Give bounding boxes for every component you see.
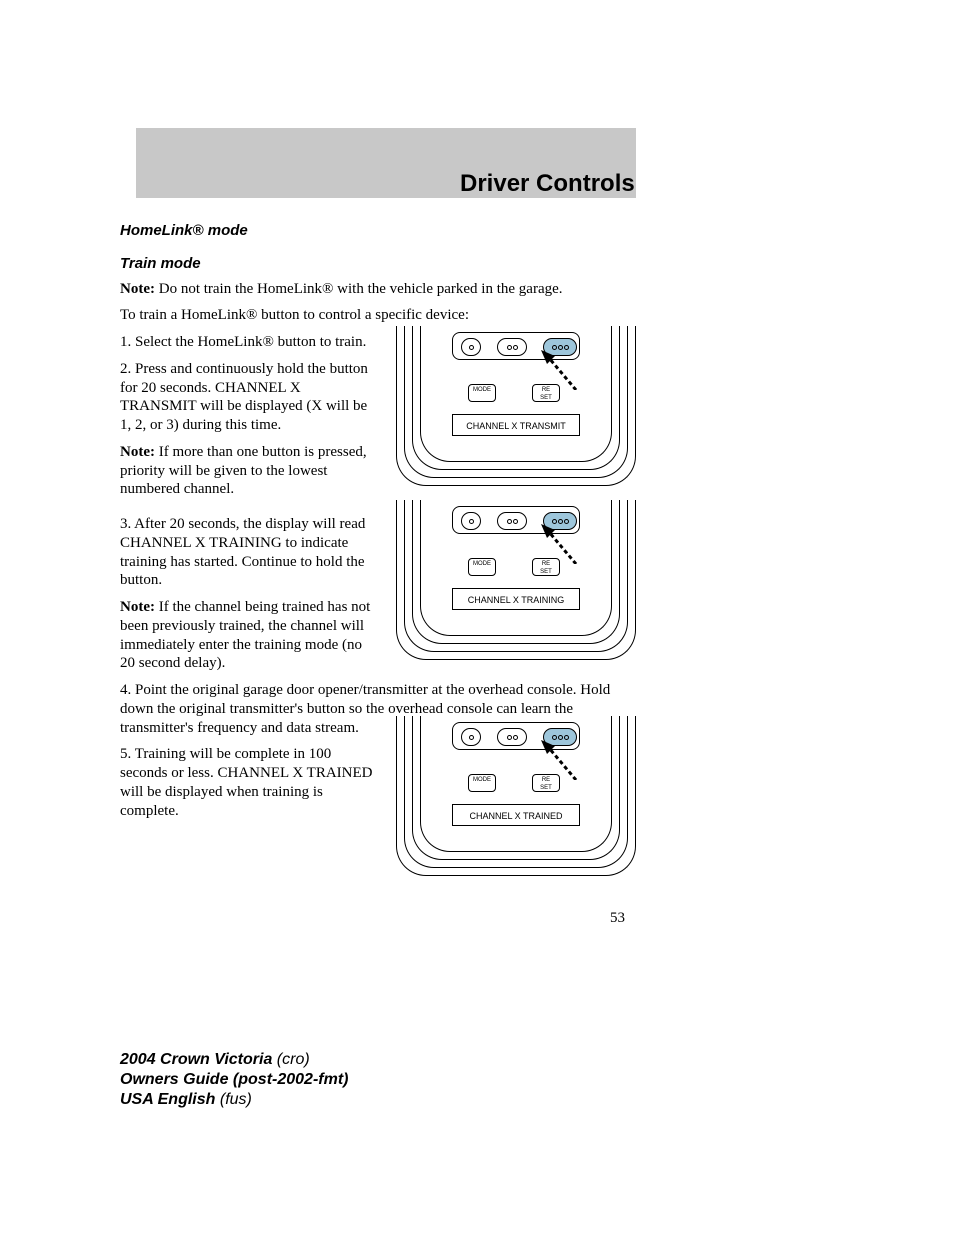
reset-button: RESET	[532, 558, 560, 576]
footer-code1: (cro)	[272, 1051, 309, 1068]
footer-code2: (fus)	[215, 1091, 251, 1108]
display-text: CHANNEL X TRANSMIT	[452, 414, 580, 436]
diagram-transmit: MODE RESET CHANNEL X TRANSMIT	[396, 326, 636, 486]
note-3: Note: If the channel being trained has n…	[120, 598, 380, 673]
reset-button: RESET	[532, 774, 560, 792]
channel-2-button	[497, 728, 527, 746]
mode-button: MODE	[468, 384, 496, 402]
channel-2-button	[497, 338, 527, 356]
step-5: 5. Training will be complete in 100 seco…	[120, 745, 380, 820]
display-text: CHANNEL X TRAINED	[452, 804, 580, 826]
note-2: Note: If more than one button is pressed…	[120, 443, 380, 499]
footer-vehicle: 2004 Crown Victoria	[120, 1051, 272, 1068]
note-label: Note:	[120, 281, 155, 297]
subheading-train: Train mode	[120, 255, 640, 274]
footer: 2004 Crown Victoria (cro) Owners Guide (…	[120, 1050, 348, 1110]
intro-text: To train a HomeLink® button to control a…	[120, 306, 640, 325]
channel-1-button	[461, 512, 481, 530]
display-text: CHANNEL X TRAINING	[452, 588, 580, 610]
step-1: 1. Select the HomeLink® button to train.	[120, 333, 380, 352]
step-3: 3. After 20 seconds, the display will re…	[120, 515, 380, 590]
footer-lang: USA English	[120, 1091, 215, 1108]
note-label: Note:	[120, 599, 155, 615]
diagram-trained: MODE RESET CHANNEL X TRAINED	[396, 716, 636, 876]
mode-button: MODE	[468, 558, 496, 576]
channel-1-button	[461, 728, 481, 746]
subheading-homelink: HomeLink® mode	[120, 222, 640, 241]
mode-button: MODE	[468, 774, 496, 792]
reset-button: RESET	[532, 384, 560, 402]
diagram-training: MODE RESET CHANNEL X TRAINING	[396, 500, 636, 660]
step-2: 2. Press and continuously hold the butto…	[120, 360, 380, 435]
note-text: If the channel being trained has not bee…	[120, 599, 370, 671]
channel-2-button	[497, 512, 527, 530]
channel-1-button	[461, 338, 481, 356]
page-number: 53	[610, 910, 625, 927]
note-text: If more than one button is pressed, prio…	[120, 444, 367, 498]
note-text: Do not train the HomeLink® with the vehi…	[155, 281, 563, 297]
note-label: Note:	[120, 444, 155, 460]
note-1: Note: Do not train the HomeLink® with th…	[120, 280, 640, 299]
section-title: Driver Controls	[460, 170, 635, 198]
footer-guide: Owners Guide (post-2002-fmt)	[120, 1071, 348, 1088]
